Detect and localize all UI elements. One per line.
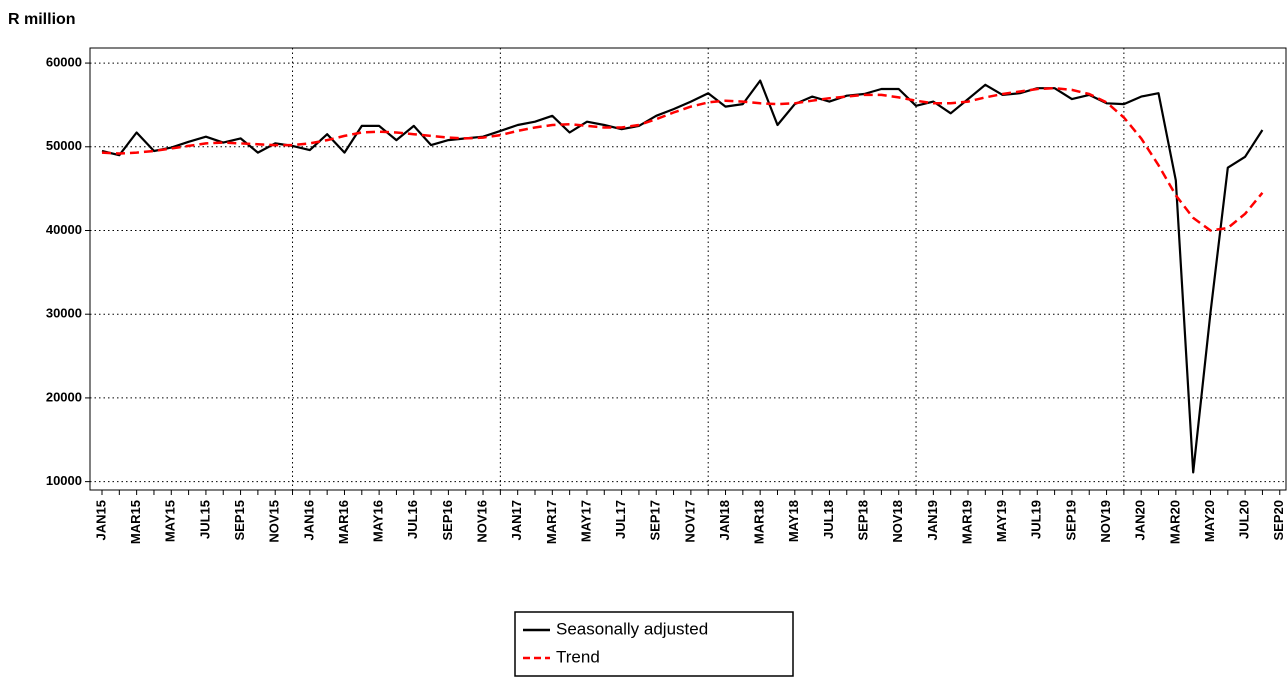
x-tick-label: JAN18 — [717, 500, 732, 540]
x-tick-label: SEP17 — [648, 500, 663, 540]
x-tick-label: SEP15 — [232, 500, 247, 540]
x-tick-label: MAR20 — [1167, 500, 1182, 544]
x-tick-label: MAR19 — [959, 500, 974, 544]
x-tick-label: MAR17 — [544, 500, 559, 544]
y-tick-label: 50000 — [46, 138, 82, 153]
plot-frame — [89, 47, 1287, 491]
series-line — [101, 86, 1264, 232]
series-line — [101, 79, 1264, 474]
x-tick-label: SEP19 — [1063, 500, 1078, 540]
x-tick-label: JAN16 — [301, 500, 316, 540]
x-tick-label: MAY15 — [163, 500, 178, 542]
x-tick-label: MAY20 — [1202, 500, 1217, 542]
x-tick-label: MAY18 — [786, 500, 801, 542]
y-tick-label: 30000 — [46, 306, 82, 321]
x-tick-label: JAN17 — [509, 500, 524, 540]
x-tick-label: NOV17 — [682, 500, 697, 543]
x-tick-label: JAN15 — [93, 500, 108, 540]
x-tick-label: SEP20 — [1271, 500, 1286, 540]
legend-box — [514, 611, 794, 677]
y-tick-label: 20000 — [46, 389, 82, 404]
x-tick-label: SEP18 — [856, 500, 871, 540]
x-tick-label: NOV15 — [267, 500, 282, 543]
y-tick-label: 40000 — [46, 222, 82, 237]
x-tick-label: JAN20 — [1133, 500, 1148, 540]
x-tick-label: NOV19 — [1098, 500, 1113, 543]
x-tick-label: MAY16 — [371, 500, 386, 542]
legend-label: Trend — [556, 647, 600, 666]
x-tick-label: MAR18 — [752, 500, 767, 544]
x-tick-label: JUL19 — [1029, 500, 1044, 539]
x-tick-label: NOV16 — [474, 500, 489, 543]
x-tick-label: SEP16 — [440, 500, 455, 540]
y-tick-label: 60000 — [46, 55, 82, 70]
x-tick-label: JUL17 — [613, 500, 628, 539]
x-tick-label: JUL18 — [821, 500, 836, 539]
y-axis-title: R million — [8, 11, 76, 28]
x-tick-label: JAN19 — [925, 500, 940, 540]
x-tick-label: JUL20 — [1237, 500, 1252, 539]
x-tick-label: MAR16 — [336, 500, 351, 544]
x-tick-label: NOV18 — [890, 500, 905, 543]
x-tick-label: MAY17 — [578, 500, 593, 542]
x-tick-label: MAR15 — [128, 500, 143, 544]
y-tick-label: 10000 — [46, 473, 82, 488]
x-tick-label: JUL16 — [405, 500, 420, 539]
x-tick-label: MAY19 — [994, 500, 1009, 542]
x-tick-label: JUL15 — [197, 500, 212, 539]
legend-label: Seasonally adjusted — [556, 619, 708, 638]
